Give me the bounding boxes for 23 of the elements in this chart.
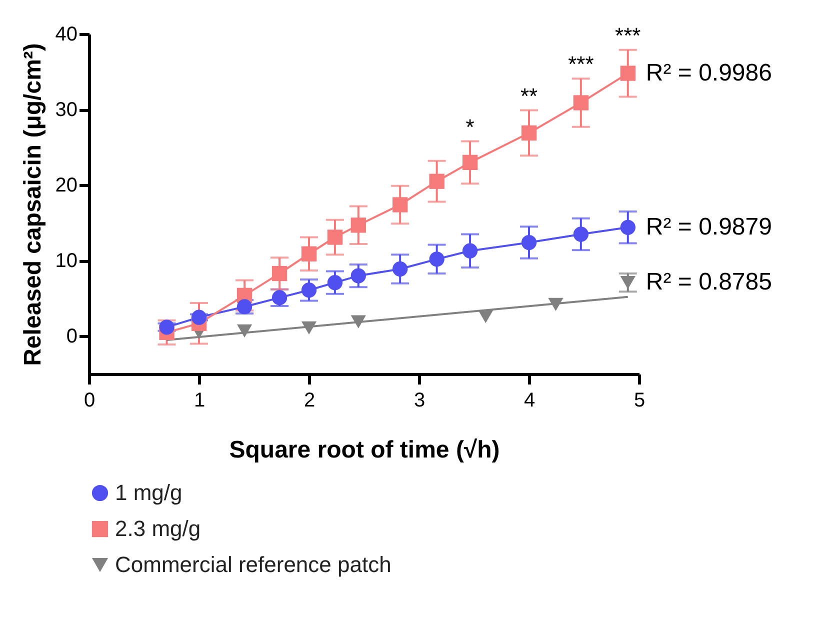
x-axis-title: Square root of time (√h) [229, 436, 500, 464]
y-tick-label: 40 [55, 24, 78, 46]
annotation: *** [615, 22, 642, 48]
x-tick-label: 5 [634, 390, 646, 412]
legend-label: 2.3 mg/g [115, 516, 201, 541]
y-tick-label: 10 [55, 250, 78, 272]
annotation: *** [568, 52, 594, 77]
annotation: R² = 0.9986 [646, 59, 772, 86]
y-axis-title: Released capsaicin (μg/cm²) [19, 43, 46, 366]
annotation: ** [520, 83, 538, 108]
y-tick-label: 30 [55, 99, 78, 122]
x-tick-label: 3 [414, 390, 426, 412]
x-tick-label: 2 [304, 390, 316, 412]
y-tick-label: 0 [66, 326, 78, 348]
annotation: R² = 0.9879 [646, 213, 772, 240]
legend-label: Commercial reference patch [115, 552, 392, 577]
x-tick-label: 4 [524, 390, 536, 412]
x-tick-label: 1 [194, 390, 206, 412]
x-tick-label: 0 [84, 390, 96, 412]
legend-label: 1 mg/g [115, 480, 182, 505]
y-tick-label: 20 [55, 174, 78, 197]
annotation: * [466, 114, 475, 140]
annotation: R² = 0.8785 [646, 268, 772, 296]
